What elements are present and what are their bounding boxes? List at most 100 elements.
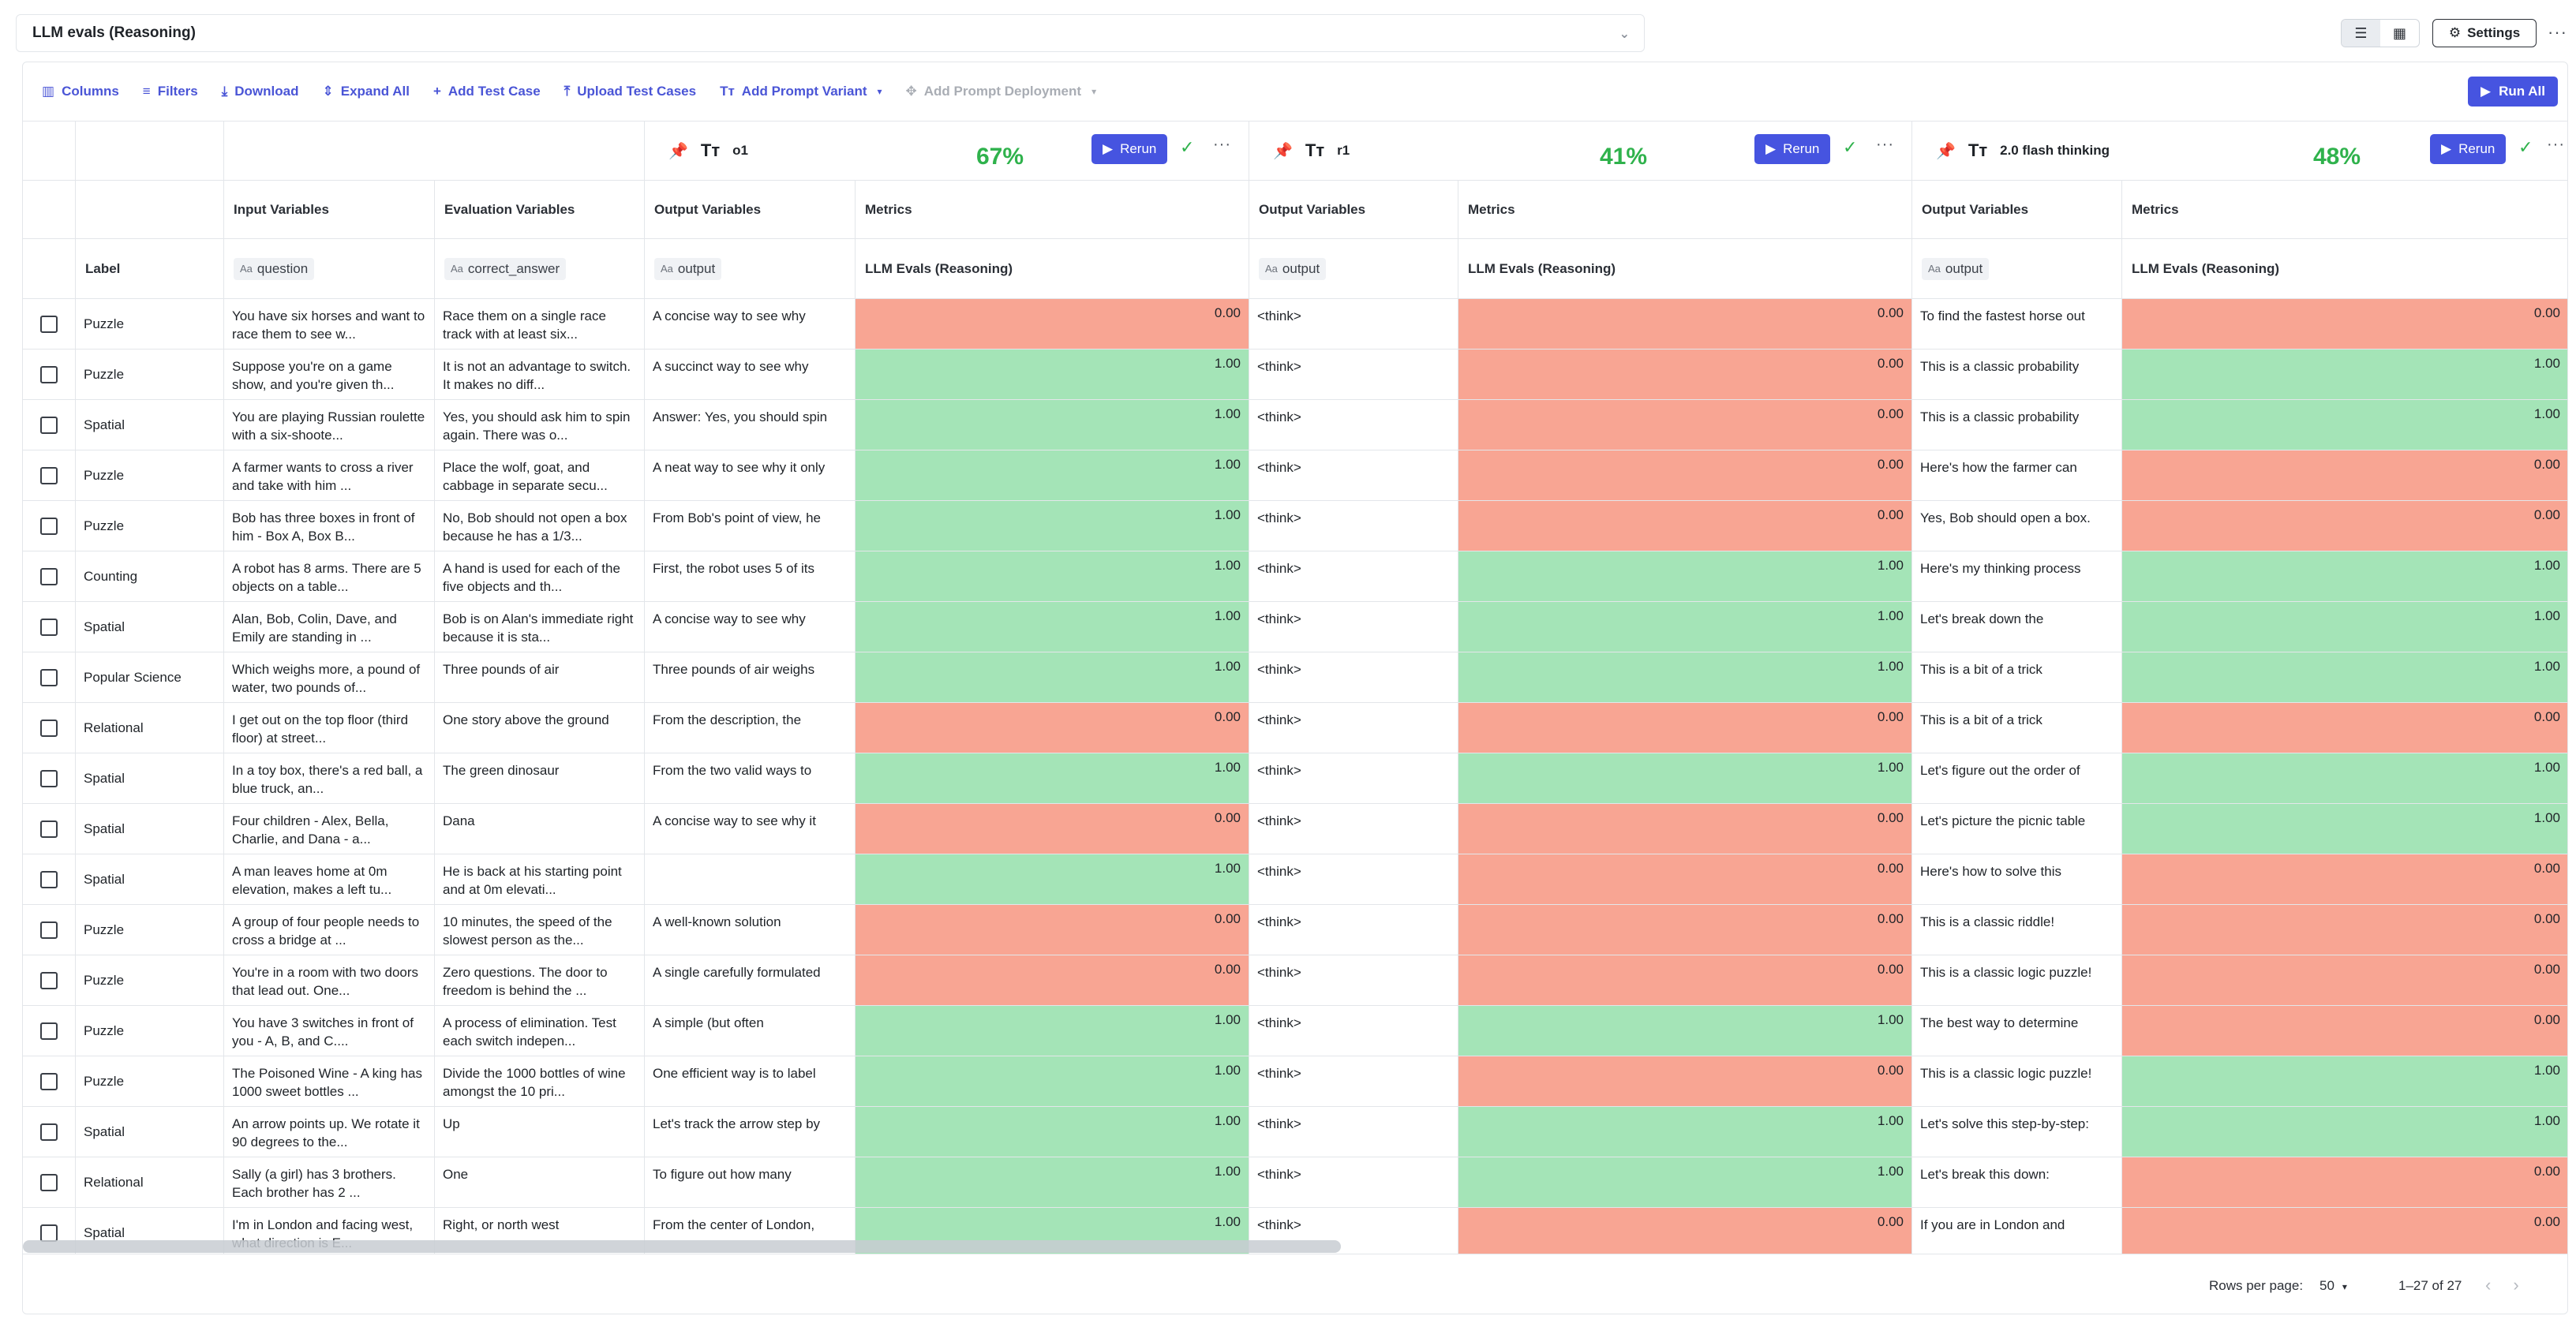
table-row[interactable]: Puzzle Bob has three boxes in front of hi… <box>23 501 2567 551</box>
settings-label: Settings <box>2467 25 2521 40</box>
upload-test-cases-button[interactable]: ⤒ Upload Test Cases <box>564 84 696 99</box>
metric-name-header[interactable]: LLM Evals (Reasoning) <box>856 239 1249 298</box>
table-row[interactable]: Relational Sally (a girl) has 3 brothers.… <box>23 1157 2567 1208</box>
metric-cell: 1.00 <box>2122 753 2567 803</box>
table-row[interactable]: Puzzle You're in a room with two doors th… <box>23 955 2567 1006</box>
row-checkbox[interactable] <box>40 1224 58 1242</box>
row-checkbox[interactable] <box>40 517 58 535</box>
download-button[interactable]: ⤓ Download <box>222 84 299 99</box>
output-variables-header[interactable]: Output Variables <box>1249 181 1458 238</box>
input-variables-header[interactable]: Input Variables <box>224 181 435 238</box>
metric-cell: 0.00 <box>2122 905 2567 955</box>
label-column-header[interactable]: Label <box>76 239 224 298</box>
output-variables-header[interactable]: Output Variables <box>645 181 856 238</box>
metric-cell: 0.00 <box>856 804 1249 854</box>
chevron-left-icon[interactable]: ‹ <box>2485 1275 2492 1295</box>
table-row[interactable]: Relational I get out on the top floor (th… <box>23 703 2567 753</box>
list-view-icon[interactable]: ☰ <box>2342 20 2380 47</box>
row-checkbox[interactable] <box>40 618 58 636</box>
metrics-label: Metrics <box>1468 201 1515 217</box>
correct-answer-variable-header[interactable]: Aa correct_answer <box>435 239 645 298</box>
row-checkbox[interactable] <box>40 416 58 434</box>
output-cell: A neat way to see why it only <box>645 450 856 500</box>
input-cell: Alan, Bob, Colin, Dave, and Emily are st… <box>224 602 435 652</box>
grid-view-icon[interactable]: ▦ <box>2392 24 2406 41</box>
expand-all-button[interactable]: ⇕ Expand All <box>322 84 409 99</box>
eval-cell: It is not an advantage to switch. It mak… <box>435 350 645 399</box>
more-horizontal-icon[interactable]: ··· <box>1213 136 1231 153</box>
table-row[interactable]: Spatial Four children - Alex, Bella, Char… <box>23 804 2567 854</box>
row-checkbox[interactable] <box>40 769 58 787</box>
add-test-case-button[interactable]: + Add Test Case <box>433 84 541 99</box>
row-checkbox[interactable] <box>40 870 58 888</box>
more-horizontal-icon[interactable]: ··· <box>1876 136 1894 153</box>
variant-score: 67% <box>976 144 1024 170</box>
row-checkbox[interactable] <box>40 1123 58 1141</box>
evaluation-title-select[interactable]: LLM evals (Reasoning) ⌄ <box>16 14 1645 52</box>
output-variable-header[interactable]: Aa output <box>645 239 856 298</box>
table-row[interactable]: Puzzle Suppose you're on a game show, and… <box>23 350 2567 400</box>
table-row[interactable]: Spatial You are playing Russian roulette … <box>23 400 2567 450</box>
output-variable-header[interactable]: Aa output <box>1912 239 2122 298</box>
metrics-header[interactable]: Metrics <box>2122 181 2567 238</box>
variable-name-row: Label Aa question Aa correct_answer Aa outp… <box>23 239 2567 299</box>
checkbox-cell <box>23 955 76 1005</box>
output-cell: Let's figure out the order of <box>1912 753 2122 803</box>
table-row[interactable]: Popular Science Which weighs more, a poun… <box>23 652 2567 703</box>
metrics-header[interactable]: Metrics <box>1458 181 1912 238</box>
row-checkbox[interactable] <box>40 971 58 989</box>
table-row[interactable]: Puzzle A group of four people needs to cr… <box>23 905 2567 955</box>
table-row[interactable]: Counting A robot has 8 arms. There are 5 … <box>23 551 2567 602</box>
rerun-button[interactable]: ▶ Rerun <box>1091 134 1168 164</box>
rerun-button[interactable]: ▶ Rerun <box>2430 134 2507 164</box>
input-cell: You are playing Russian roulette with a … <box>224 400 435 450</box>
metric-cell: 1.00 <box>2122 1056 2567 1106</box>
row-checkbox[interactable] <box>40 466 58 484</box>
row-checkbox[interactable] <box>40 719 58 737</box>
row-checkbox[interactable] <box>40 1173 58 1191</box>
table-row[interactable]: Puzzle The Poisoned Wine - A king has 100… <box>23 1056 2567 1107</box>
table-row[interactable]: Spatial An arrow points up. We rotate it … <box>23 1107 2567 1157</box>
horizontal-scrollbar[interactable] <box>23 1240 1341 1253</box>
pin-icon[interactable]: 📌 <box>1273 142 1293 160</box>
row-checkbox[interactable] <box>40 315 58 333</box>
row-checkbox[interactable] <box>40 567 58 585</box>
run-all-button[interactable]: ▶ Run All <box>2468 77 2558 107</box>
metric-cell: 1.00 <box>2122 602 2567 652</box>
table-row[interactable]: Puzzle A farmer wants to cross a river an… <box>23 450 2567 501</box>
settings-button[interactable]: ⚙ Settings <box>2432 19 2537 47</box>
metric-name-header[interactable]: LLM Evals (Reasoning) <box>2122 239 2567 298</box>
table-row[interactable]: Puzzle You have 3 switches in front of yo… <box>23 1006 2567 1056</box>
evaluation-variables-header[interactable]: Evaluation Variables <box>435 181 645 238</box>
output-variable-header[interactable]: Aa output <box>1249 239 1458 298</box>
columns-button[interactable]: ▥ Columns <box>42 84 119 99</box>
table-row[interactable]: Puzzle You have six horses and want to ra… <box>23 299 2567 350</box>
row-checkbox[interactable] <box>40 365 58 383</box>
rows-per-page-select[interactable]: 50 ▾ <box>2320 1278 2347 1294</box>
row-checkbox[interactable] <box>40 1072 58 1090</box>
row-checkbox[interactable] <box>40 820 58 838</box>
variable-chip: Aa correct_answer <box>444 257 567 280</box>
metric-name-header[interactable]: LLM Evals (Reasoning) <box>1458 239 1912 298</box>
output-variables-header[interactable]: Output Variables <box>1912 181 2122 238</box>
add-prompt-variant-button[interactable]: Tт Add Prompt Variant ▾ <box>720 84 882 99</box>
row-checkbox[interactable] <box>40 1022 58 1040</box>
checkbox-cell <box>23 350 76 399</box>
more-horizontal-icon[interactable]: ··· <box>2548 22 2567 42</box>
more-horizontal-icon[interactable]: ··· <box>2547 136 2565 153</box>
checkbox-cell <box>23 299 76 349</box>
filters-button[interactable]: ≡ Filters <box>143 84 198 99</box>
question-variable-header[interactable]: Aa question <box>224 239 435 298</box>
table-row[interactable]: Spatial In a toy box, there's a red ball,… <box>23 753 2567 804</box>
table-row[interactable]: Spatial A man leaves home at 0m elevation… <box>23 854 2567 905</box>
metrics-header[interactable]: Metrics <box>856 181 1249 238</box>
pin-icon[interactable]: 📌 <box>668 142 688 160</box>
input-cell: A robot has 8 arms. There are 5 objects … <box>224 551 435 601</box>
table-row[interactable]: Spatial Alan, Bob, Colin, Dave, and Emily… <box>23 602 2567 652</box>
row-checkbox[interactable] <box>40 668 58 686</box>
metric-cell: 0.00 <box>1458 450 1912 500</box>
row-checkbox[interactable] <box>40 921 58 939</box>
rerun-button[interactable]: ▶ Rerun <box>1754 134 1831 164</box>
chevron-right-icon[interactable]: › <box>2513 1275 2519 1295</box>
pin-icon[interactable]: 📌 <box>1936 142 1956 160</box>
